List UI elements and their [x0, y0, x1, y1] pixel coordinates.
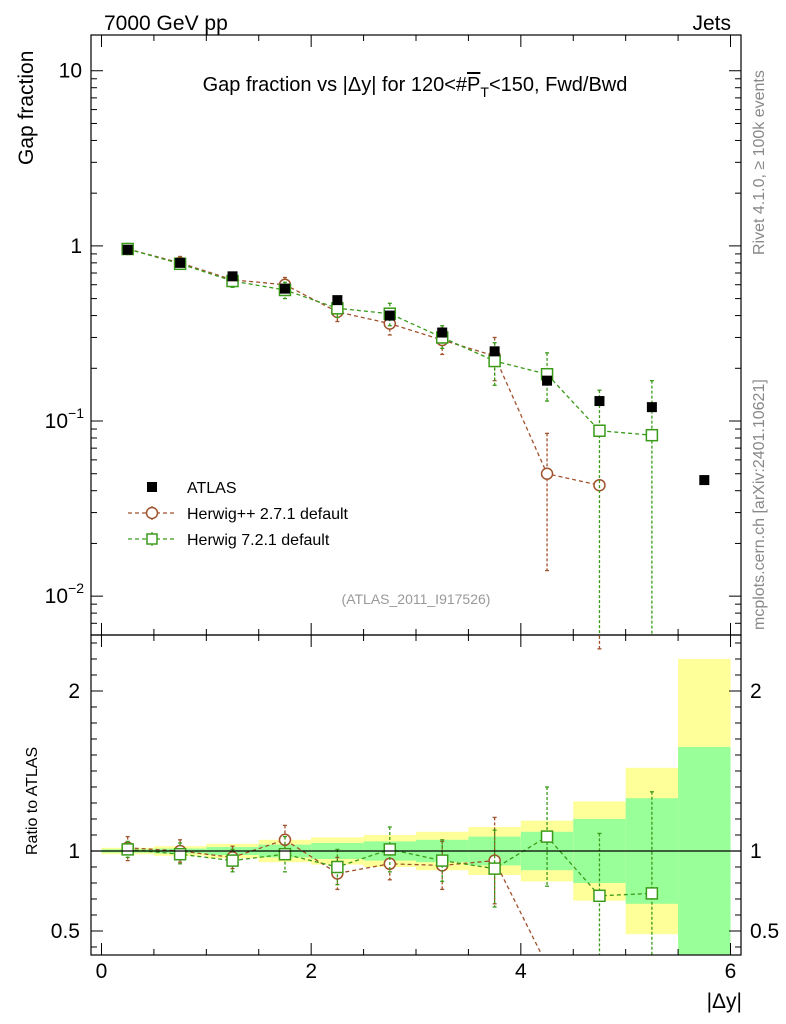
- atlas-point: [384, 310, 395, 321]
- ratio-bands: [101, 659, 731, 955]
- atlas-point: [332, 295, 343, 306]
- atlas-point: [594, 396, 605, 407]
- herwig-pp-line: [127, 248, 600, 486]
- ratio-y-tick-label-left: 0.5: [51, 920, 80, 943]
- ratio-y-tick-label-left: 2: [68, 680, 80, 703]
- main-y-tick-base: 10: [45, 585, 68, 608]
- main-y-tick-exponent: −2: [68, 580, 84, 596]
- herwig7-ratio-point: [173, 847, 187, 861]
- title-suffix: <150, Fwd/Bwd: [489, 74, 627, 96]
- atlas-point: [227, 271, 238, 282]
- herwig7-ratio-point: [121, 843, 134, 856]
- herwig7-point: [593, 424, 606, 437]
- main-y-tick-label: 1: [70, 235, 82, 258]
- legend-marker-atlas: [147, 482, 157, 492]
- legend-label-herwig7: Herwig 7.2.1 default: [187, 532, 330, 549]
- atlas-point: [699, 475, 710, 486]
- legend-label-herwig-pp: Herwig++ 2.7.1 default: [187, 506, 349, 523]
- header-right: Jets: [692, 12, 731, 35]
- legend-marker-herwig-pp: [145, 506, 159, 520]
- herwig-pp-ratio-point: [278, 833, 292, 847]
- title-t-subscript: T: [480, 84, 489, 100]
- herwig7-ratio-point: [226, 854, 239, 867]
- herwig7-ratio-point: [278, 847, 292, 861]
- herwig7-point: [645, 428, 659, 442]
- x-tick-label: 2: [305, 960, 317, 983]
- main-y-tick-label: 10−1: [45, 405, 85, 433]
- ratio-y-axis-label: Ratio to ATLAS: [24, 747, 41, 855]
- main-plot-title: Gap fraction vs |Δy| for 120<#PT<150, Fw…: [203, 74, 628, 100]
- main-series: [121, 242, 710, 650]
- herwig-pp-ratio-line: [127, 839, 495, 875]
- herwig7-line: [127, 248, 652, 436]
- legend-marker-herwig7: [146, 533, 158, 545]
- herwig7-ratio-point: [435, 854, 449, 867]
- main-y-tick-label: 10: [59, 60, 82, 83]
- x-tick-label: 0: [96, 960, 108, 983]
- x-axis-label: |Δy|: [707, 990, 742, 1013]
- ratio-y-tick-label-right: 0.5: [750, 920, 779, 943]
- ratio-y-tick-label-right: 1: [750, 840, 762, 863]
- main-y-axis-label: Gap fraction: [15, 51, 38, 165]
- ratio-y-tick-label-right: 2: [750, 680, 762, 703]
- herwig-pp-point: [540, 467, 554, 480]
- title-p-symbol: P: [467, 74, 480, 96]
- title-prefix: Gap fraction vs |Δy| for 120<#: [203, 74, 468, 96]
- legend-label-atlas: ATLAS: [187, 480, 237, 497]
- x-tick-label: 6: [725, 960, 737, 983]
- ratio-axis-ticks: 2 2 1 1 0.5 0.5 0 2 4 6: [51, 635, 779, 983]
- herwig7-ratio-point: [488, 862, 501, 875]
- x-tick-label: 4: [515, 960, 527, 983]
- ratio-plot: 2 2 1 1 0.5 0.5 0 2 4 6 Ratio to ATLAS |Δy|: [24, 634, 779, 1013]
- side-label-mcplots: mcplots.cern.ch [arXiv:2401.10621]: [751, 379, 768, 630]
- herwig7-point: [488, 354, 501, 368]
- herwig7-ratio-point: [383, 843, 397, 856]
- atlas-point: [175, 257, 186, 268]
- atlas-point: [542, 375, 553, 386]
- atlas-point: [646, 402, 657, 413]
- atlas-point: [437, 327, 448, 338]
- header-left: 7000 GeV pp: [104, 12, 228, 35]
- main-y-tick-base: 10: [45, 410, 68, 433]
- herwig7-ratio-point: [331, 860, 344, 874]
- ratio-y-tick-label-left: 1: [68, 840, 80, 863]
- side-label-rivet: Rivet 4.1.0, ≥ 100k events: [751, 70, 768, 255]
- ratio-series: [121, 786, 659, 956]
- herwig7-ratio-point: [645, 887, 659, 900]
- main-y-tick-exponent: −1: [68, 405, 84, 421]
- herwig-pp-ratio-tail: [494, 860, 543, 956]
- atlas-point: [279, 283, 290, 294]
- herwig7-ratio-point: [540, 830, 554, 843]
- atlas-point: [122, 244, 133, 255]
- watermark-analysis-id: (ATLAS_2011_I917526): [342, 591, 491, 607]
- atlas-point: [489, 346, 500, 357]
- main-y-tick-label: 10−2: [45, 580, 85, 608]
- herwig7-ratio-point: [593, 889, 606, 903]
- legend: ATLAS Herwig++ 2.7.1 default Herwig 7.2.…: [128, 480, 349, 549]
